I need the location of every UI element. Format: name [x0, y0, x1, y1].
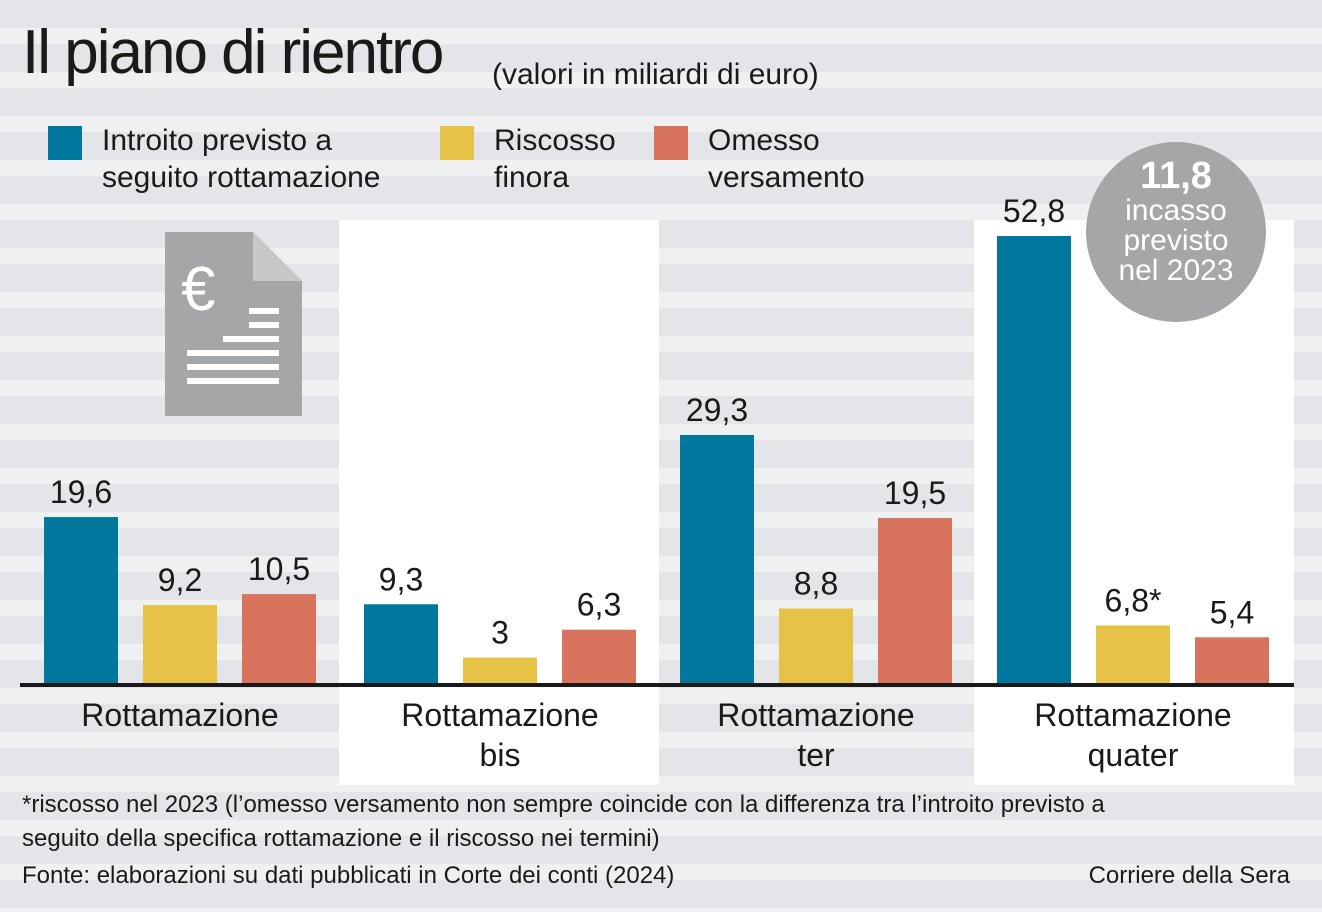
data-label-bis-omesso: 6,3	[577, 587, 621, 623]
euro-document-icon: €	[165, 232, 302, 416]
data-label-ter-omesso: 19,5	[884, 475, 946, 511]
data-label-quater-riscosso: 6,8*	[1105, 582, 1162, 618]
chart-title: Il piano di rientro	[22, 18, 444, 87]
chart-subtitle: (valori in miliardi di euro)	[492, 58, 819, 91]
bar-quater-omesso	[1195, 637, 1269, 683]
forecast-badge: 11,8 incasso previsto nel 2023	[1086, 142, 1266, 322]
bar-rottamazione-introito	[44, 517, 118, 683]
legend-item-omesso: Omesso versamento	[654, 122, 898, 196]
data-label-bis-introito: 9,3	[379, 561, 423, 597]
bar-ter-introito	[680, 434, 754, 683]
category-label-bis: Rottamazione	[401, 697, 598, 733]
legend-label-riscosso: Riscosso finora	[494, 124, 616, 194]
bar-bis-riscosso	[463, 657, 537, 683]
legend-swatch-omesso	[654, 126, 688, 160]
legend-label-omesso: Omesso versamento	[708, 124, 865, 194]
source-note: Fonte: elaborazioni su dati pubblicati i…	[22, 862, 675, 889]
bar-ter-riscosso	[779, 608, 853, 683]
bar-bis-omesso	[562, 629, 636, 683]
bar-ter-omesso	[878, 517, 952, 683]
data-label-ter-introito: 29,3	[686, 392, 748, 428]
legend-label-introito: Introito previsto a seguito rottamazione	[102, 124, 381, 194]
x-axis-baseline	[20, 683, 1294, 687]
data-label-rottamazione-riscosso: 9,2	[158, 562, 202, 598]
legend-swatch-introito	[48, 126, 82, 160]
category-label-ter-line2: ter	[797, 737, 835, 773]
svg-text:€: €	[181, 255, 215, 324]
data-label-quater-omesso: 5,4	[1210, 594, 1254, 630]
data-label-rottamazione-introito: 19,6	[50, 474, 112, 510]
category-label-rottamazione: Rottamazione	[81, 697, 278, 733]
data-label-bis-riscosso: 3	[491, 615, 509, 651]
category-label-quater-line2: quater	[1088, 737, 1179, 773]
category-label-bis-line2: bis	[480, 737, 521, 773]
credit: Corriere della Sera	[1088, 862, 1290, 889]
badge-value: 11,8	[1140, 155, 1212, 197]
legend-swatch-riscosso	[440, 126, 474, 160]
data-label-quater-introito: 52,8	[1003, 193, 1065, 229]
category-label-ter: Rottamazione	[717, 697, 914, 733]
bar-quater-riscosso	[1096, 625, 1170, 683]
bar-bis-introito	[364, 604, 438, 683]
bar-rottamazione-riscosso	[143, 605, 217, 683]
badge-text: incasso previsto nel 2023	[1118, 194, 1234, 287]
category-label-quater: Rottamazione	[1034, 697, 1231, 733]
legend-item-riscosso: Riscosso finora	[440, 122, 634, 196]
data-label-rottamazione-omesso: 10,5	[248, 551, 310, 587]
bar-chart: 19,6 9,2 10,5 Rottamazione 9,3 3 6,3 Rottamazio…	[20, 193, 1294, 773]
bar-rottamazione-omesso	[242, 594, 316, 683]
data-label-ter-riscosso: 8,8	[794, 566, 838, 602]
panel-bis-background	[339, 220, 659, 785]
footnote: *riscosso nel 2023 (l’omesso versamento …	[22, 791, 1105, 852]
legend-item-introito: Introito previsto a seguito rottamazione	[48, 122, 432, 196]
bar-quater-introito	[997, 236, 1071, 683]
